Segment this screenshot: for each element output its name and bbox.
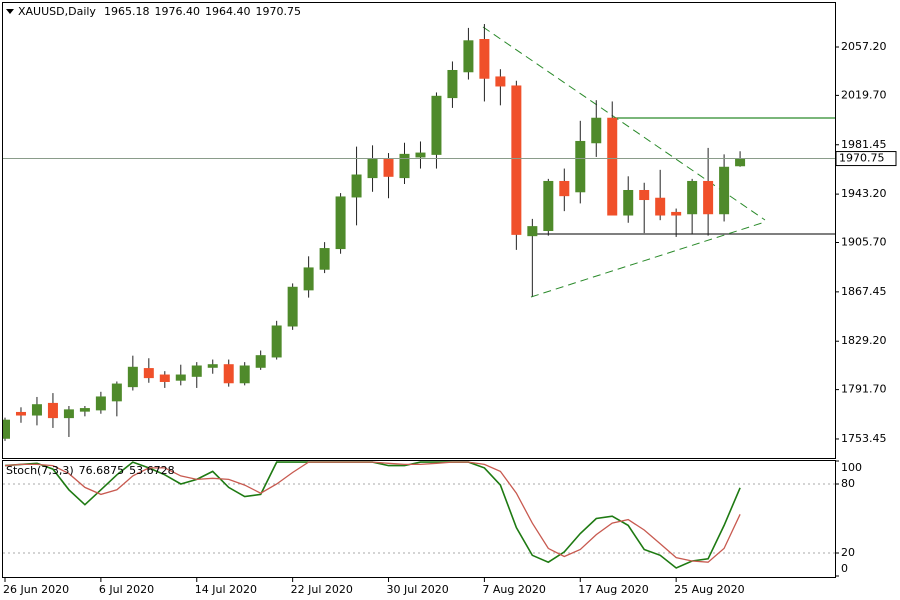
candle-body (47, 402, 58, 419)
candle-body (639, 189, 650, 201)
candle-body (511, 85, 522, 235)
candle-body (607, 117, 618, 216)
y-tick-label: 80 (841, 477, 855, 490)
y-tick-label: 1905.70 (841, 236, 887, 249)
candle-body (735, 158, 746, 167)
y-tick-label: 1867.45 (841, 285, 887, 298)
y-tick-label: 2057.20 (841, 40, 887, 53)
close-label: 1970.75 (255, 5, 301, 18)
candle-body (559, 180, 570, 197)
x-tick-label: 25 Aug 2020 (674, 583, 744, 596)
candle-body (255, 355, 266, 368)
x-tick-label: 22 Jul 2020 (291, 583, 353, 596)
candle-body (95, 396, 106, 411)
candle-body (463, 40, 474, 73)
y-tick-label: 1829.20 (841, 334, 887, 347)
candle-body (159, 374, 170, 382)
current-price-label: 1970.75 (839, 152, 885, 165)
indicator-name: Stoch(7,3,3) (6, 464, 74, 477)
main-last: 76.6875 (79, 464, 125, 477)
main-pane (2, 2, 836, 459)
candle-body (207, 364, 218, 368)
candle-body (143, 368, 154, 379)
candle-body (591, 117, 602, 144)
candle-body (383, 159, 394, 177)
candle-body (175, 374, 186, 381)
x-tick-label: 14 Jul 2020 (195, 583, 257, 596)
candle-body (271, 325, 282, 358)
candle-body (191, 365, 202, 377)
candle-body (495, 76, 506, 87)
candle-body (303, 267, 314, 291)
candle-body (287, 286, 298, 327)
y-tick-label: 20 (841, 546, 855, 559)
current-price-box (835, 151, 897, 167)
triangle-lower (530, 221, 766, 298)
x-tick-label: 7 Aug 2020 (482, 583, 545, 596)
candle-body (15, 411, 26, 416)
y-tick-label: 100 (841, 461, 862, 474)
candle-body (415, 152, 426, 158)
candle-body (431, 95, 442, 155)
candle-body (479, 39, 490, 79)
y-tick-label: 1943.20 (841, 187, 887, 200)
stoch-plot (3, 461, 835, 569)
candle-body (63, 409, 74, 419)
signal-last: 53.6728 (129, 464, 175, 477)
candle-body (447, 69, 458, 99)
symbol: XAUUSD,Daily (18, 5, 96, 18)
y-tick-label: 0 (841, 562, 848, 575)
x-tick-label: 30 Jul 2020 (387, 583, 449, 596)
candle-body (655, 197, 666, 216)
stoch-line (4, 461, 741, 563)
axes: 2057.20 2019.70 1981.45 1943.20 1905.70 1867.… (3, 40, 897, 596)
y-tick-label: 1981.45 (841, 138, 887, 151)
candle-body (3, 419, 10, 439)
candle-body (623, 189, 634, 216)
candle-body (367, 159, 378, 179)
candle-body (319, 248, 330, 270)
y-tick-label: 1791.70 (841, 383, 887, 396)
stoch-title: Stoch(7,3,3) 76.6875 53.6728 (6, 464, 175, 477)
stoch-pane (2, 460, 836, 578)
candle-body (31, 404, 42, 416)
open-label: 1965.18 (104, 5, 150, 18)
candle-body (127, 366, 138, 388)
candle-body (543, 180, 554, 231)
candle-body (687, 180, 698, 215)
high-label: 1976.40 (154, 5, 200, 18)
x-tick-label: 6 Jul 2020 (99, 583, 154, 596)
candle-body (239, 365, 250, 384)
candle-body (575, 140, 586, 193)
candle-body (399, 153, 410, 179)
candle-body (703, 180, 714, 215)
collapse-icon (6, 9, 14, 14)
x-tick-label: 26 Jun 2020 (3, 583, 69, 596)
x-tick-label: 17 Aug 2020 (578, 583, 648, 596)
candle-body (335, 196, 346, 250)
candle-body (527, 226, 538, 237)
candle-body (671, 211, 682, 216)
chart-title: XAUUSD,Daily 1965.18 1976.40 1964.40 1970.75 (18, 5, 301, 18)
candle-body (719, 166, 730, 215)
candle-body (223, 364, 234, 384)
triangle-upper (482, 26, 766, 221)
main-plot (3, 24, 835, 441)
candle-body (79, 408, 90, 412)
y-tick-label: 1753.45 (841, 432, 887, 445)
candle-body (111, 383, 122, 402)
y-tick-label: 2019.70 (841, 88, 887, 101)
candle-body (351, 174, 362, 198)
low-label: 1964.40 (205, 5, 251, 18)
